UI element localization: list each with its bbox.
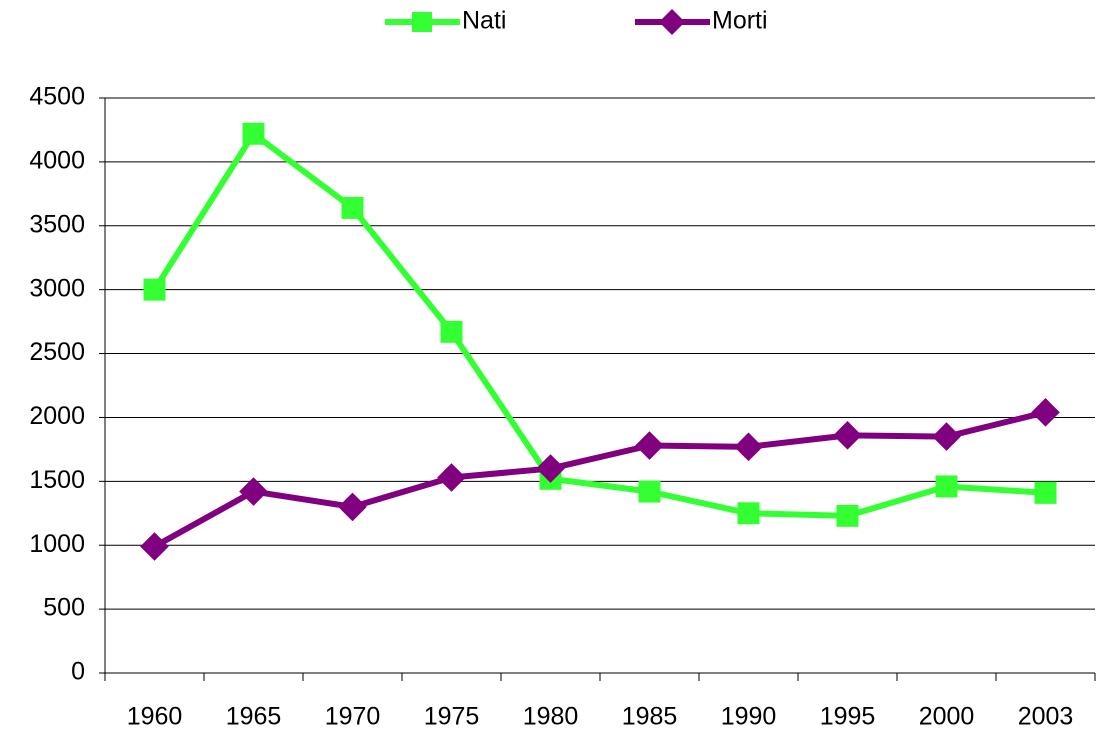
y-tick-label: 500 [43, 594, 85, 622]
point-marker [341, 196, 364, 219]
point-marker [1034, 481, 1057, 504]
line [151, 130, 1046, 519]
point-marker [1031, 398, 1060, 427]
y-tick-label: 2000 [29, 402, 85, 430]
y-tick-label: 3500 [29, 210, 85, 238]
legend-label: Nati [462, 7, 506, 35]
point-marker [437, 463, 466, 492]
point-marker [833, 421, 862, 450]
y-tick-label: 4000 [29, 146, 85, 174]
point-marker [338, 492, 367, 522]
y-tick-label: 1000 [29, 530, 85, 558]
x-tick-label: 1965 [226, 703, 282, 731]
y-tick-label: 3000 [29, 274, 85, 302]
legend-marker [412, 12, 432, 32]
x-tick-label: 2000 [919, 703, 975, 731]
y-tick-label: 1500 [29, 466, 85, 494]
legend-label: Morti [712, 7, 768, 35]
point-marker [638, 480, 661, 503]
x-tick-label: 2003 [1018, 703, 1074, 731]
point-marker [143, 278, 166, 301]
x-tick-label: 1985 [622, 703, 678, 731]
x-tick-label: 1975 [424, 703, 480, 731]
point-marker [440, 320, 463, 343]
point-marker [935, 475, 958, 498]
point-marker [242, 122, 265, 145]
x-tick-label: 1970 [325, 703, 381, 731]
point-marker [140, 532, 169, 561]
line [153, 409, 1047, 550]
point-marker [836, 504, 859, 527]
x-tick-label: 1990 [721, 703, 777, 731]
x-tick-label: 1980 [523, 703, 579, 731]
point-marker [737, 502, 760, 525]
point-marker [239, 477, 268, 506]
x-tick-label: 1960 [127, 703, 183, 731]
y-tick-label: 0 [71, 658, 85, 686]
point-marker [635, 431, 664, 460]
point-marker [932, 422, 961, 451]
legend-marker [659, 9, 685, 35]
point-marker [536, 454, 565, 483]
point-marker [734, 432, 763, 462]
y-tick-label: 4500 [29, 83, 85, 111]
x-tick-label: 1995 [820, 703, 876, 731]
y-tick-label: 2500 [29, 338, 85, 366]
